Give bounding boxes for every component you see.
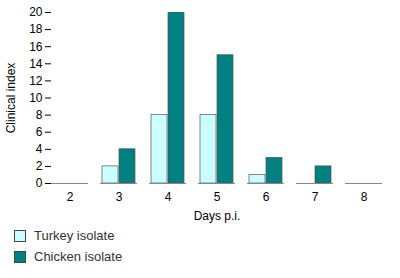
svg-text:8: 8 [361, 190, 368, 204]
svg-text:6: 6 [263, 190, 270, 204]
svg-text:Clinical index: Clinical index [4, 63, 18, 134]
svg-text:2: 2 [36, 159, 43, 173]
svg-text:5: 5 [214, 190, 221, 204]
svg-text:0: 0 [36, 176, 43, 190]
html-text:Turkey isolate: Turkey isolate [34, 228, 115, 243]
svg-text:14: 14 [29, 57, 43, 71]
svg-text:8: 8 [36, 108, 43, 122]
svg-text:2: 2 [67, 190, 74, 204]
svg-text:7: 7 [312, 190, 319, 204]
svg-text:10: 10 [29, 91, 43, 105]
svg-text:4: 4 [165, 190, 172, 204]
svg-text:3: 3 [116, 190, 123, 204]
svg-text:18: 18 [29, 22, 43, 36]
html-text:Chicken isolate: Chicken isolate [34, 249, 123, 264]
svg-text:20: 20 [29, 5, 43, 19]
svg-text:Days p.i.: Days p.i. [194, 209, 241, 223]
svg-text:6: 6 [36, 125, 43, 139]
svg-text:12: 12 [29, 74, 43, 88]
svg-text:16: 16 [29, 40, 43, 54]
svg-text:4: 4 [36, 142, 43, 156]
